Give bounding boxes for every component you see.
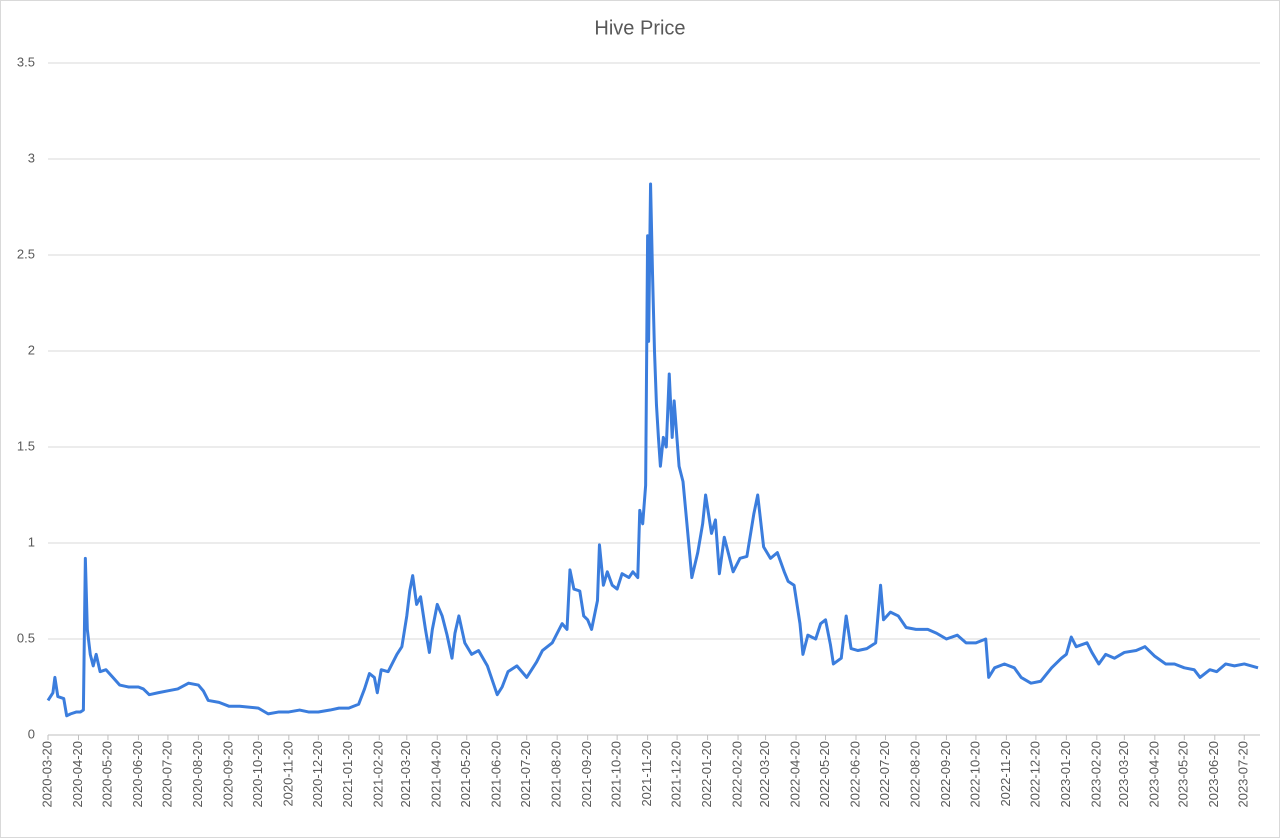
x-tick-label: 2020-08-20 [190, 741, 205, 808]
x-tick-label: 2022-01-20 [699, 741, 714, 808]
x-tick-label: 2022-12-20 [1027, 741, 1042, 808]
x-tick-label: 2022-11-20 [998, 741, 1013, 807]
x-tick-label: 2021-10-20 [609, 741, 624, 808]
y-tick-label: 0 [28, 726, 35, 741]
x-tick-label: 2021-11-20 [639, 741, 654, 807]
x-tick-label: 2020-11-20 [280, 741, 295, 807]
x-tick-label: 2023-05-20 [1176, 741, 1191, 808]
x-tick-label: 2020-03-20 [39, 741, 54, 808]
y-tick-label: 3.5 [17, 54, 35, 69]
x-tick-label: 2023-01-20 [1058, 741, 1073, 808]
price-line [46, 182, 1259, 718]
x-tick-label: 2021-09-20 [579, 741, 594, 808]
y-tick-label: 1.5 [17, 438, 35, 453]
x-tick-label: 2023-02-20 [1088, 741, 1103, 808]
x-tick-label: 2022-03-20 [757, 741, 772, 808]
x-tick-label: 2021-01-20 [340, 741, 355, 808]
x-tick-label: 2020-07-20 [159, 741, 174, 808]
x-tick-label: 2021-07-20 [518, 741, 533, 808]
y-tick-label: 1 [28, 534, 35, 549]
x-tick-label: 2021-04-20 [429, 741, 444, 808]
x-tick-label: 2020-10-20 [250, 741, 265, 808]
x-tick-label: 2021-06-20 [489, 741, 504, 808]
x-tick-label: 2023-06-20 [1206, 741, 1221, 808]
y-tick-label: 2.5 [17, 246, 35, 261]
x-tick-label: 2023-03-20 [1116, 741, 1131, 808]
x-tick-label: 2020-12-20 [310, 741, 325, 808]
x-tick-label: 2022-08-20 [907, 741, 922, 808]
x-tick-label: 2022-09-20 [938, 741, 953, 808]
x-tick-label: 2022-02-20 [729, 741, 744, 808]
x-tick-label: 2020-04-20 [70, 741, 85, 808]
x-tick-label: 2022-05-20 [817, 741, 832, 808]
y-tick-label: 2 [28, 342, 35, 357]
x-tick-label: 2020-09-20 [220, 741, 235, 808]
x-tick-label: 2021-05-20 [458, 741, 473, 808]
chart-title: Hive Price [594, 17, 685, 39]
x-tick-label: 2021-02-20 [371, 741, 386, 808]
x-tick-label: 2023-04-20 [1146, 741, 1161, 808]
x-tick-label: 2022-06-20 [847, 741, 862, 808]
x-tick-label: 2022-04-20 [787, 741, 802, 808]
y-tick-label: 0.5 [17, 630, 35, 645]
x-tick-label: 2022-07-20 [877, 741, 892, 808]
x-tick-label: 2021-03-20 [398, 741, 413, 808]
x-tick-label: 2021-08-20 [549, 741, 564, 808]
x-tick-label: 2022-10-20 [967, 741, 982, 808]
y-tick-label: 3 [28, 150, 35, 165]
x-tick-label: 2020-06-20 [130, 741, 145, 808]
x-tick-label: 2021-12-20 [669, 741, 684, 808]
x-tick-label: 2020-05-20 [99, 741, 114, 808]
x-tick-label: 2023-07-20 [1236, 741, 1251, 808]
